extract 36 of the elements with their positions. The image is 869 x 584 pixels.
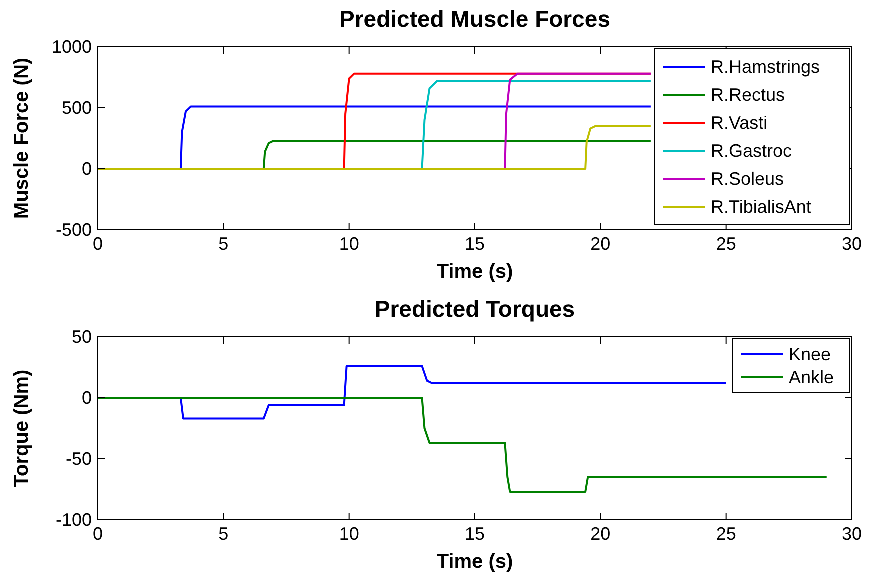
y-tick-label: 0 bbox=[82, 388, 92, 408]
legend-label: R.Soleus bbox=[711, 169, 784, 189]
x-tick-label: 30 bbox=[842, 524, 862, 544]
x-tick-label: 5 bbox=[218, 524, 229, 544]
legend-label: R.Vasti bbox=[711, 113, 768, 133]
y-tick-label: 50 bbox=[72, 327, 92, 347]
line-series bbox=[98, 125, 652, 170]
x-tick-label: 20 bbox=[590, 234, 611, 254]
x-tick-label: 10 bbox=[339, 234, 360, 254]
legend-label: R.TibialisAnt bbox=[711, 197, 812, 217]
y-tick-label: 0 bbox=[82, 159, 92, 179]
y-tick-label: 500 bbox=[62, 98, 92, 118]
legend-label: R.Hamstrings bbox=[711, 57, 820, 77]
x-axis-title: Time (s) bbox=[436, 551, 514, 573]
legend-label: R.Rectus bbox=[711, 85, 786, 105]
chart-title: Predicted Torques bbox=[374, 296, 576, 322]
x-tick-label: 5 bbox=[218, 234, 229, 254]
y-tick-label: -500 bbox=[56, 220, 92, 240]
legend-label: R.Gastroc bbox=[711, 141, 792, 161]
legend-label: Ankle bbox=[789, 368, 834, 388]
x-tick-label: 30 bbox=[842, 234, 862, 254]
y-tick-label: -100 bbox=[56, 510, 92, 530]
y-tick-label: -50 bbox=[66, 449, 92, 469]
x-tick-label: 15 bbox=[464, 234, 486, 254]
y-axis-title: Torque (Nm) bbox=[11, 370, 33, 488]
line-series bbox=[98, 397, 828, 493]
x-axis-title: Time (s) bbox=[436, 261, 514, 283]
chart-title: Predicted Muscle Forces bbox=[340, 6, 610, 32]
legend-label: Knee bbox=[789, 344, 832, 364]
x-tick-label: 10 bbox=[339, 524, 360, 544]
x-tick-label: 15 bbox=[464, 524, 486, 544]
y-axis-title: Muscle Force (N) bbox=[11, 58, 33, 220]
x-tick-label: 25 bbox=[716, 524, 736, 544]
y-tick-label: 1000 bbox=[52, 37, 92, 57]
x-tick-label: 25 bbox=[716, 234, 736, 254]
x-tick-label: 20 bbox=[590, 524, 611, 544]
